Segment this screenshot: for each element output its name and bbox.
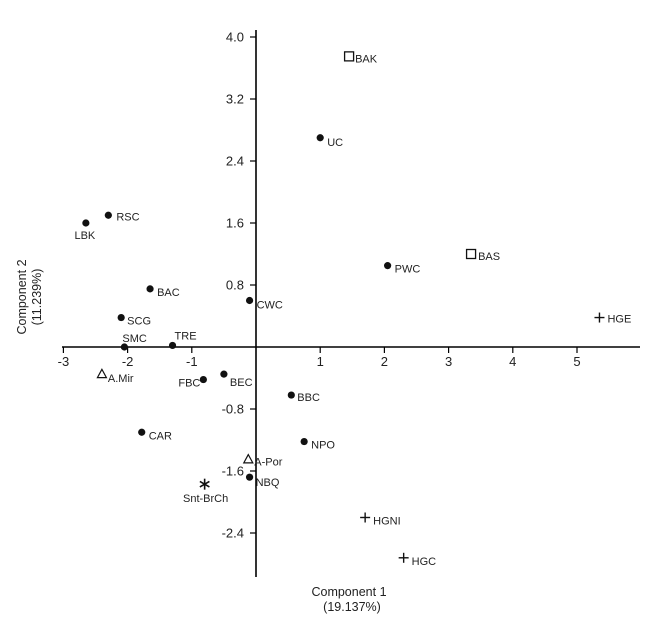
point-bbc: BBC bbox=[287, 391, 320, 404]
point-label: UC bbox=[327, 137, 343, 149]
x-axis-subtitle: (19.137%) bbox=[323, 600, 381, 614]
point-marker bbox=[104, 211, 112, 219]
point-marker bbox=[242, 453, 254, 464]
point-label: BEC bbox=[230, 377, 253, 389]
point-label: Snt-BrCh bbox=[183, 493, 228, 505]
point-nbq: NBQ bbox=[245, 473, 280, 489]
point-marker bbox=[120, 343, 128, 351]
point-label: FBC bbox=[178, 378, 200, 390]
point-marker bbox=[594, 312, 605, 323]
point-label: LBK bbox=[74, 230, 95, 242]
point-marker bbox=[168, 341, 177, 350]
y-tick-label: 3.2 bbox=[226, 92, 244, 107]
point-label: RSC bbox=[116, 211, 139, 223]
point-lbk: LBK bbox=[74, 219, 96, 242]
point-label: CAR bbox=[149, 430, 172, 442]
point-label: HGC bbox=[412, 556, 437, 568]
point-marker bbox=[146, 285, 154, 293]
y-tick-label: 2.4 bbox=[226, 154, 244, 169]
x-tick-label: -1 bbox=[186, 354, 198, 369]
point-marker bbox=[384, 262, 392, 270]
x-tick-label: 1 bbox=[317, 354, 324, 369]
point-marker bbox=[343, 51, 355, 62]
point-a-mir: A.Mir bbox=[96, 368, 134, 385]
point-hgc: HGC bbox=[398, 552, 437, 568]
point-label: HGE bbox=[607, 314, 631, 326]
y-axis-subtitle: (11.239%) bbox=[30, 269, 44, 326]
y-tick-label: -1.6 bbox=[222, 464, 244, 479]
y-tick-label: 0.8 bbox=[226, 278, 244, 293]
point-marker bbox=[220, 370, 228, 378]
point-snt-brch: Snt-BrCh bbox=[183, 478, 228, 505]
point-scg: SCG bbox=[117, 313, 151, 328]
point-marker bbox=[316, 134, 324, 142]
point-marker bbox=[360, 512, 371, 523]
point-label: NBQ bbox=[256, 477, 280, 489]
point-smc: SMC bbox=[120, 333, 147, 351]
point-pwc: PWC bbox=[384, 262, 420, 276]
point-tre: TRE bbox=[168, 330, 197, 350]
y-tick-label: 4.0 bbox=[226, 30, 244, 45]
point-marker bbox=[300, 437, 308, 446]
point-label: A-Por bbox=[254, 456, 282, 468]
x-tick-label: 3 bbox=[445, 354, 452, 369]
y-tick-label: 1.6 bbox=[226, 216, 244, 231]
point-uc: UC bbox=[316, 134, 343, 149]
y-tick-label: -2.4 bbox=[222, 526, 244, 541]
point-marker bbox=[398, 552, 409, 563]
point-fbc: FBC bbox=[178, 375, 207, 390]
point-bac: BAC bbox=[146, 285, 180, 299]
point-marker bbox=[199, 375, 207, 384]
point-label: SCG bbox=[127, 316, 151, 328]
x-tick-label: -3 bbox=[58, 354, 70, 369]
point-label: NPO bbox=[311, 440, 335, 452]
point-hge: HGE bbox=[594, 312, 631, 326]
axis-ticks: -3 -2 -1 1 2 3 4 5 4.0 3.2 2.4 1.6 0.8 -0.8 -1.6 -2.4 bbox=[58, 30, 581, 541]
point-marker bbox=[199, 478, 210, 490]
point-rsc: RSC bbox=[104, 211, 140, 223]
data-points: BAK UC RSC LBK BAS PWC BAC CWC HGE SCG SMC TRE A.Mir… bbox=[74, 51, 631, 568]
point-label: BAS bbox=[478, 251, 500, 263]
point-a-por: A-Por bbox=[242, 453, 283, 468]
point-marker bbox=[138, 428, 146, 436]
x-tick-label: -2 bbox=[122, 354, 134, 369]
x-tick-label: 2 bbox=[381, 354, 388, 369]
point-label: HGNI bbox=[373, 516, 401, 528]
point-label: SMC bbox=[122, 333, 147, 345]
point-bak: BAK bbox=[343, 51, 378, 65]
point-npo: NPO bbox=[300, 437, 335, 452]
point-bec: BEC bbox=[220, 370, 253, 389]
point-marker bbox=[117, 313, 125, 322]
axes bbox=[62, 30, 640, 577]
point-marker bbox=[245, 296, 254, 305]
x-tick-label: 4 bbox=[509, 354, 516, 369]
point-cwc: CWC bbox=[245, 296, 283, 312]
point-label: PWC bbox=[395, 264, 421, 276]
y-axis-title: Component 2 bbox=[15, 259, 29, 334]
asterisk-stroke bbox=[199, 480, 210, 488]
point-label: A.Mir bbox=[108, 373, 134, 385]
point-hgni: HGNI bbox=[360, 512, 401, 528]
point-label: CWC bbox=[257, 300, 283, 312]
point-label: BAK bbox=[355, 53, 378, 65]
y-tick-label: -0.8 bbox=[222, 402, 244, 417]
point-label: BAC bbox=[157, 287, 180, 299]
point-marker bbox=[96, 368, 108, 379]
point-bas: BAS bbox=[465, 248, 500, 263]
point-car: CAR bbox=[138, 428, 172, 442]
point-label: TRE bbox=[175, 330, 197, 342]
point-marker bbox=[465, 248, 477, 260]
x-tick-label: 5 bbox=[573, 354, 580, 369]
point-marker bbox=[245, 473, 254, 481]
point-marker bbox=[82, 219, 90, 227]
point-marker bbox=[287, 391, 295, 399]
x-axis-title: Component 1 bbox=[311, 585, 386, 599]
point-label: BBC bbox=[297, 392, 320, 404]
